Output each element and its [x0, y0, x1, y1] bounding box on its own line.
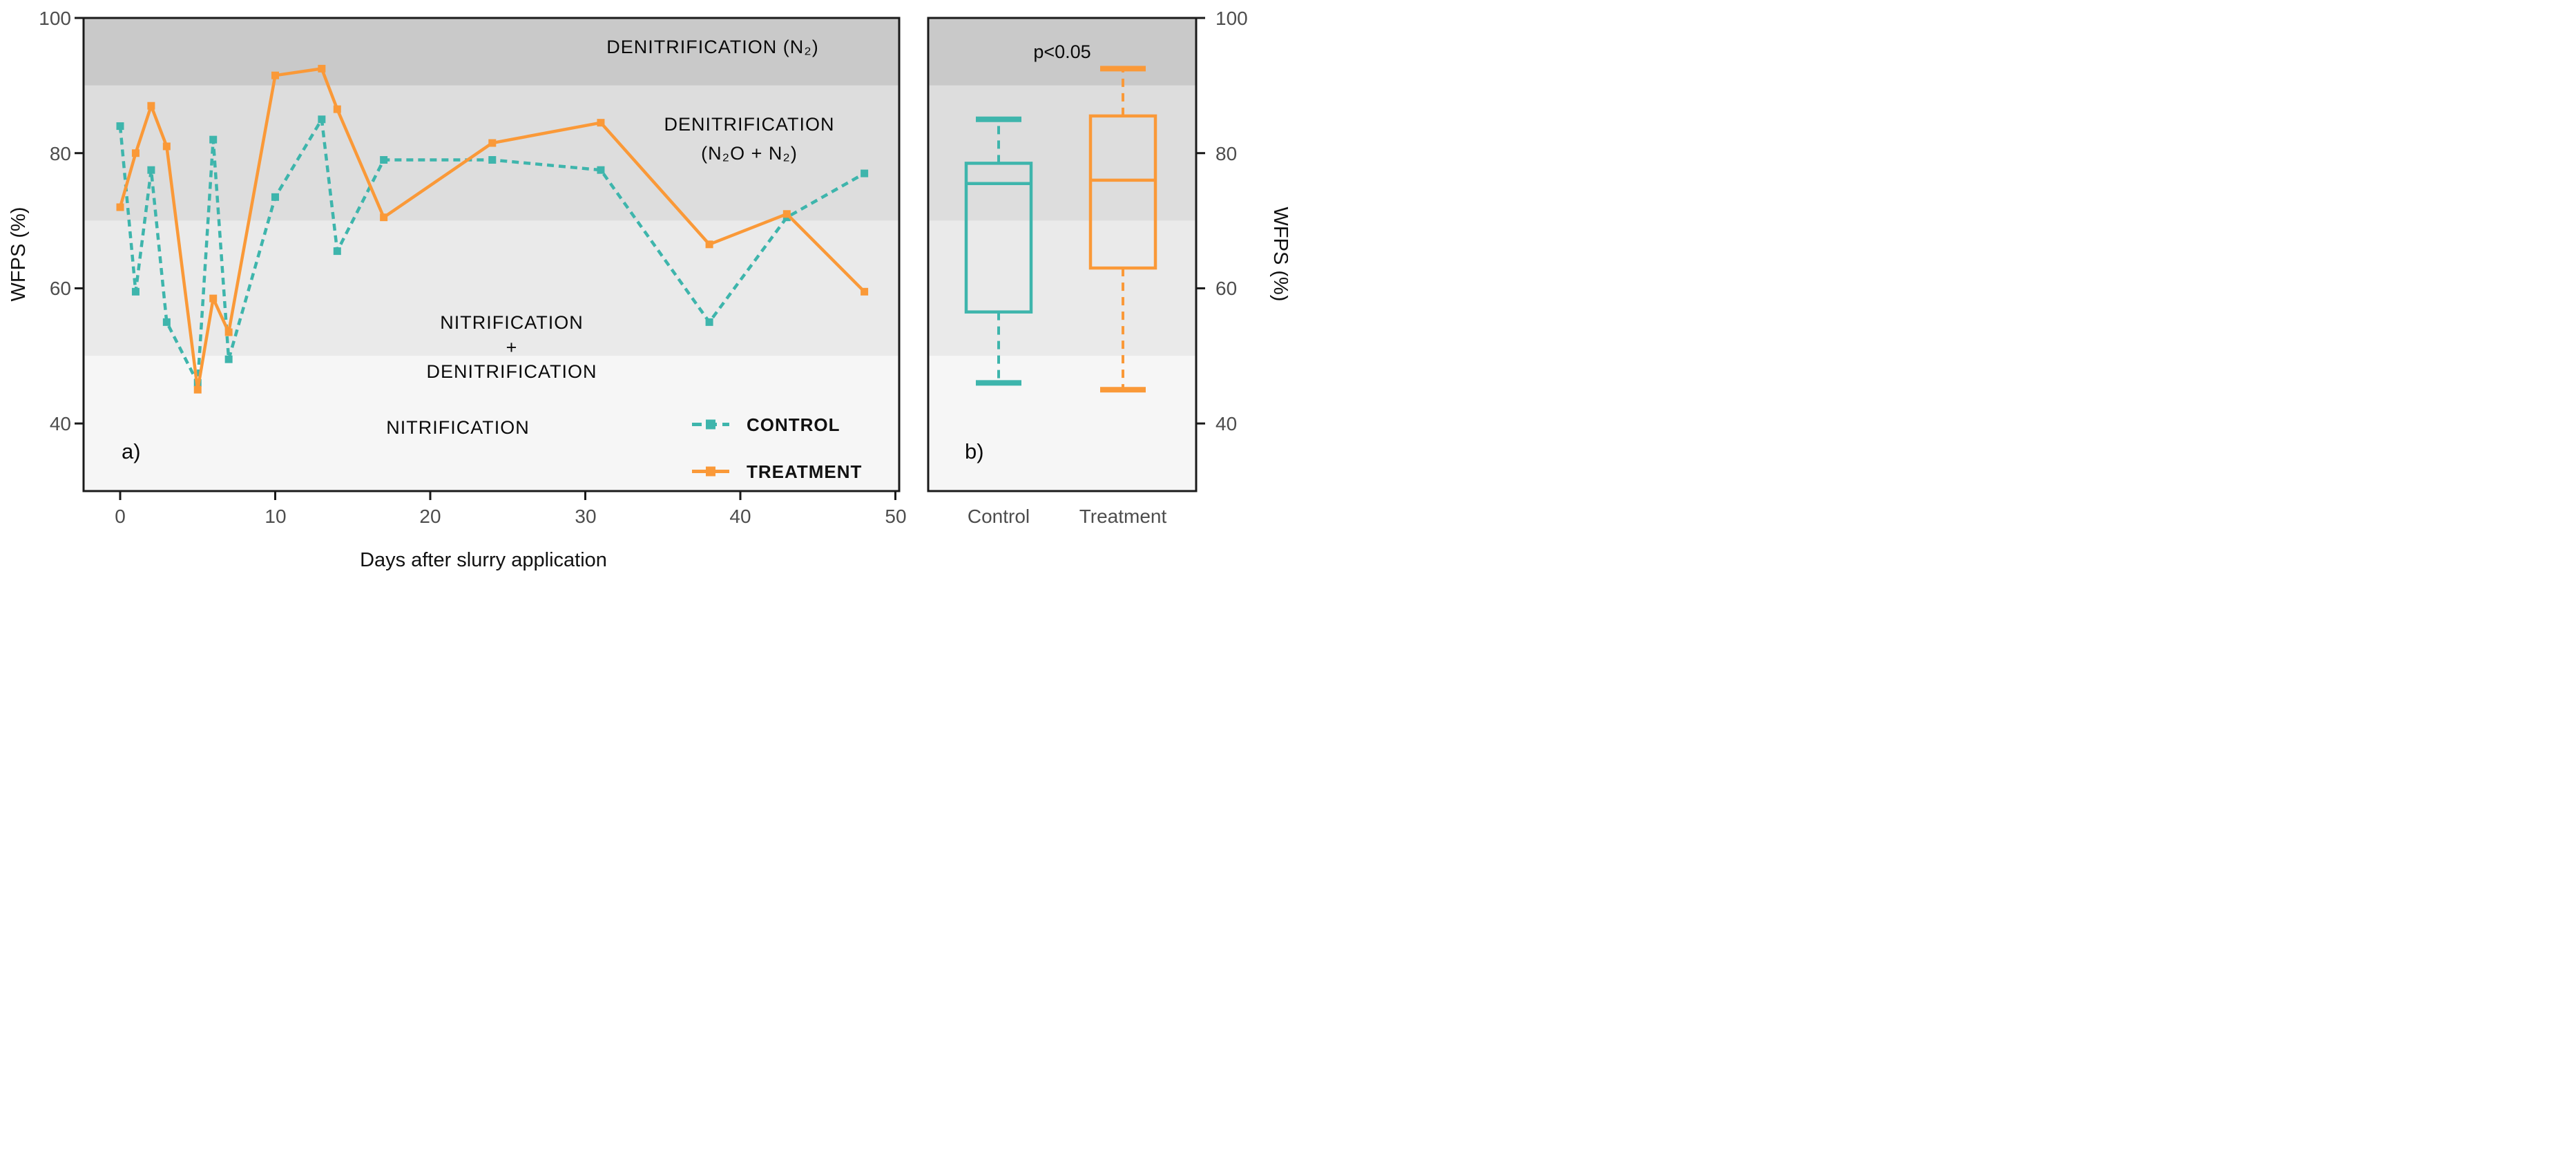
figure: DENITRIFICATION (N₂) DENITRIFICATION (N₂…: [0, 0, 1288, 585]
boxplot-category-treatment: Treatment: [1079, 506, 1167, 527]
zone-label-nitrification: NITRIFICATION: [386, 417, 529, 438]
data-point-marker: [333, 105, 341, 113]
data-point-marker: [162, 318, 171, 326]
legend-label-treatment: TREATMENT: [747, 461, 862, 482]
legend-glyph-treatment: [692, 466, 729, 477]
x-axis-tick-0: 0: [115, 506, 126, 527]
data-point-marker: [861, 169, 869, 178]
data-point-marker: [597, 166, 605, 174]
panel-b-boxplots: [964, 66, 1157, 393]
zone-label-nitrification-denitrification-line1: NITRIFICATION: [440, 312, 583, 333]
panel-b-label: b): [965, 439, 984, 463]
x-axis-tick-20: 20: [419, 506, 441, 527]
legend-label-control: CONTROL: [747, 414, 840, 435]
x-axis-tick-50: 50: [885, 506, 906, 527]
y-axis-title-left: WFPS (%): [8, 207, 30, 302]
zone-band: [928, 18, 1196, 86]
data-point-marker: [705, 318, 713, 326]
x-axis-tick-10: 10: [265, 506, 286, 527]
data-point-marker: [705, 240, 713, 249]
data-point-marker: [162, 142, 171, 151]
data-point-marker: [333, 247, 341, 256]
x-axis-tick-30: 30: [575, 506, 596, 527]
zone-band: [84, 85, 899, 221]
series-treatment: [116, 64, 869, 394]
boxplot-category-control: Control: [968, 506, 1030, 527]
data-point-marker: [209, 135, 218, 144]
y-axis-right-tick-100: 100: [1215, 8, 1248, 29]
data-point-marker: [131, 287, 140, 296]
data-point-marker: [597, 119, 605, 127]
data-point-marker: [224, 355, 233, 363]
data-point-marker: [271, 71, 279, 79]
data-point-marker: [116, 203, 124, 211]
legend-marker-glyphs: [692, 419, 729, 477]
zone-label-denitrification-n2o-line1: DENITRIFICATION: [664, 114, 835, 135]
data-point-marker: [224, 328, 233, 336]
data-point-marker: [318, 115, 326, 124]
iqr-box: [964, 162, 1033, 314]
data-point-marker: [380, 156, 388, 164]
y-axis-title-right: WFPS (%): [1269, 207, 1288, 302]
data-point-marker: [209, 294, 218, 303]
y-axis-tick-100: 100: [39, 8, 71, 29]
zone-band: [928, 356, 1196, 491]
data-point-marker: [116, 122, 124, 131]
y-axis-right-tick-40: 40: [1215, 413, 1237, 434]
data-point-marker: [147, 102, 155, 110]
series-line: [118, 67, 866, 392]
data-point-marker: [488, 139, 497, 147]
chart-svg: DENITRIFICATION (N₂) DENITRIFICATION (N₂…: [8, 8, 1288, 571]
zone-band: [928, 220, 1196, 356]
box-control: [964, 116, 1033, 386]
x-axis-tick-40: 40: [729, 506, 751, 527]
zone-band: [84, 356, 899, 491]
box-treatment: [1088, 66, 1157, 393]
panel-b-zone-bands: [928, 18, 1196, 491]
y-axis-right-tick-80: 80: [1215, 143, 1237, 164]
y-axis-tick-40: 40: [50, 413, 71, 434]
legend-marker: [706, 419, 715, 430]
zone-band: [928, 85, 1196, 221]
legend-marker: [706, 466, 715, 477]
plot-frames: [82, 17, 1198, 492]
data-point-marker: [861, 287, 869, 296]
zone-label-denitrification-n2o-line2: (N₂O + N₂): [701, 143, 798, 164]
panel-a-series: [116, 64, 869, 394]
axis-tick-marks: [75, 17, 1205, 500]
data-point-marker: [147, 166, 155, 174]
data-point-marker: [271, 193, 279, 201]
panel-a-frame: [82, 17, 901, 492]
series-line: [118, 117, 865, 385]
y-axis-right-tick-60: 60: [1215, 278, 1237, 299]
pvalue-annotation: p<0.05: [1033, 41, 1090, 62]
panel-a-label: a): [122, 439, 141, 463]
data-point-marker: [131, 149, 140, 157]
iqr-box: [1088, 114, 1157, 270]
y-axis-tick-60: 60: [50, 278, 71, 299]
data-point-marker: [488, 156, 497, 164]
data-point-marker: [318, 64, 326, 73]
y-axis-tick-80: 80: [50, 143, 71, 164]
zone-label-nitrification-denitrification-line2: +: [506, 337, 518, 358]
panel-b-frame: [927, 17, 1198, 492]
zone-label-nitrification-denitrification-line3: DENITRIFICATION: [427, 361, 597, 382]
zone-band: [84, 18, 899, 86]
zone-label-denitrification-n2: DENITRIFICATION (N₂): [606, 37, 818, 57]
legend-glyph-control: [692, 419, 729, 430]
data-point-marker: [782, 210, 791, 218]
data-point-marker: [193, 385, 202, 394]
data-point-marker: [380, 213, 388, 222]
x-axis-title: Days after slurry application: [360, 549, 607, 571]
